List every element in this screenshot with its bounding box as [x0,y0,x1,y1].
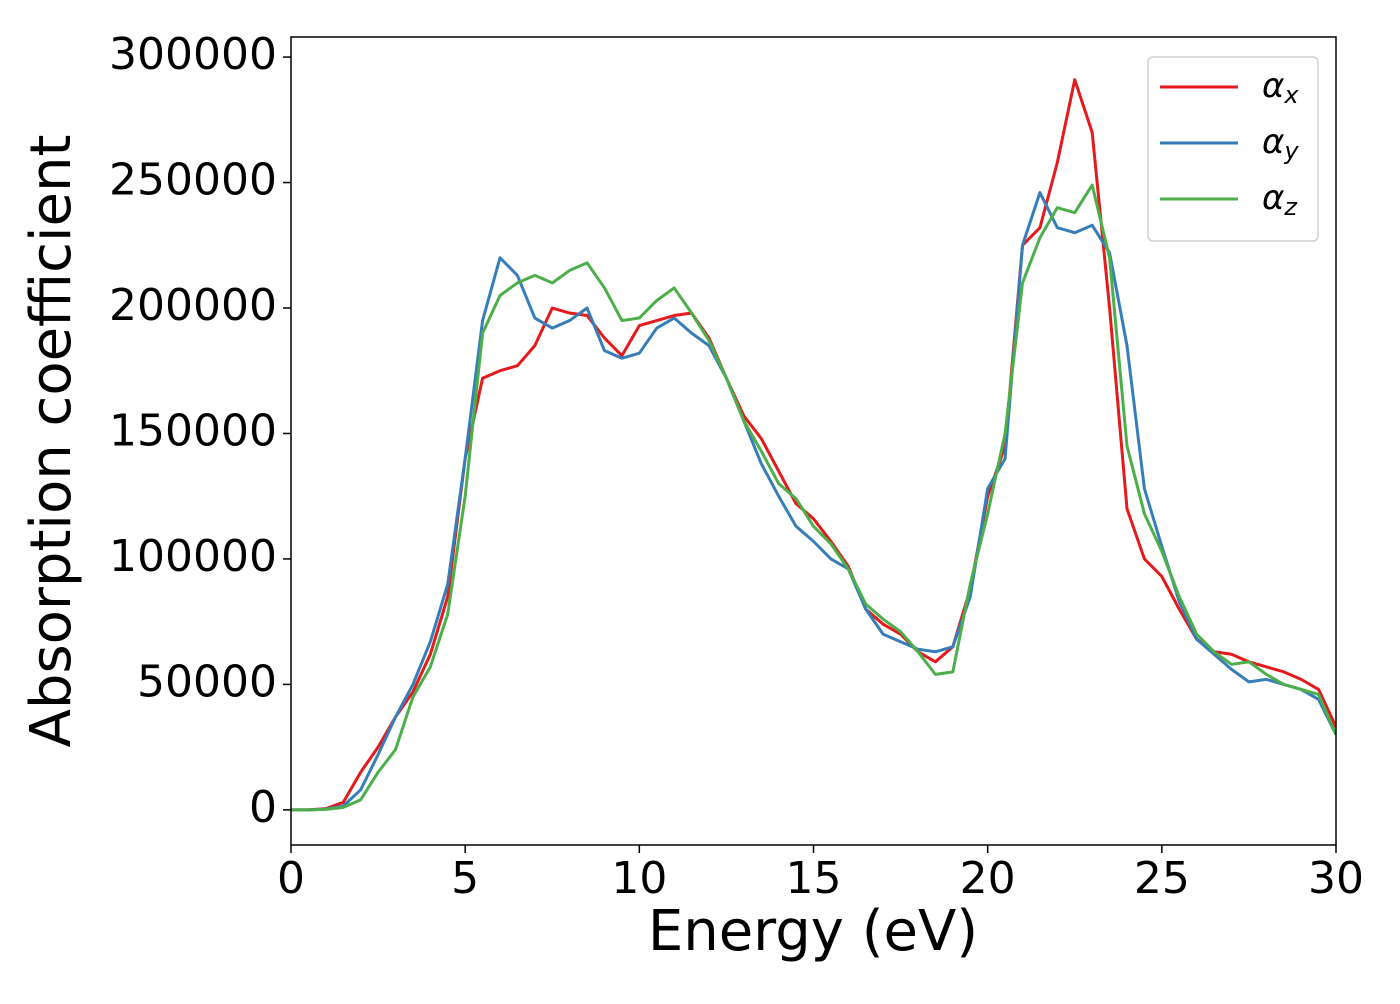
x-tick-label: 25 [1134,853,1190,904]
y-tick-label: 0 [249,782,277,833]
x-tick-label: 20 [960,853,1016,904]
y-tick-label: 100000 [109,531,277,582]
y-tick-label: 150000 [109,405,277,456]
legend-label: αy [1262,122,1299,166]
x-tick-label: 15 [786,853,842,904]
x-axis-label: Energy (eV) [648,899,978,964]
x-tick-label: 5 [451,853,479,904]
y-tick-label: 250000 [109,155,277,206]
legend-label: αx [1262,66,1299,110]
x-tick-label: 10 [611,853,667,904]
series-line [291,183,1336,812]
y-tick-label: 300000 [109,29,277,80]
x-tick-label: 30 [1308,853,1364,904]
y-tick-label: 200000 [109,280,277,331]
series-line [291,191,1336,812]
plot-frame [290,36,1337,846]
x-tick-label: 0 [277,853,305,904]
legend-label: αz [1262,178,1298,222]
y-tick-label: 50000 [137,656,277,707]
legend-box [1147,56,1319,242]
y-axis-label: Absorption coefficient [19,135,84,748]
